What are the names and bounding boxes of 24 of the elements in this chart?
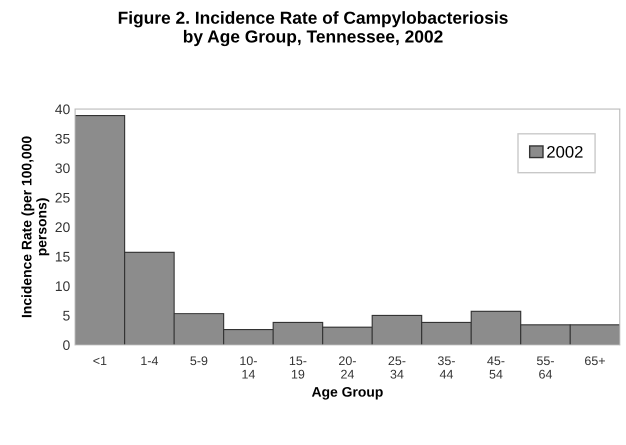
x-tick-label: 15- 19 [290,356,306,379]
y-tick-label: 5 [63,310,70,321]
x-tick-label: 65+ [585,356,605,366]
x-tick-label: <1 [93,356,106,366]
y-axis-title: Incidence Rate (per 100,000 persons) [21,136,50,318]
x-tick-label: 1-4 [141,356,158,366]
y-tick-label: 25 [56,192,70,203]
y-tick-label: 10 [56,281,70,292]
x-tick-label: 25- 34 [388,356,406,379]
y-tick-label: 40 [55,104,70,114]
chart-title: Figure 2. Incidence Rate of Campylobacteriosis by Age Group, Tennessee, 2002 [118,11,508,46]
y-tick-label: 0 [63,340,70,350]
x-tick-label: 35- 44 [438,356,455,379]
y-tick-label: 20 [56,222,70,232]
x-tick-label: 5-9 [190,356,208,366]
x-tick-label: 45- 54 [487,356,504,379]
legend-label: 2002 [547,146,583,158]
y-tick-label: 15 [56,252,70,262]
x-tick-label: 10- 14 [240,356,257,379]
y-tick-label: 35 [55,134,70,144]
y-tick-label: 30 [55,163,70,174]
x-tick-label: 20- 24 [339,356,356,379]
x-tick-label: 55- 64 [536,356,554,379]
x-axis-title: Age Group [312,386,383,400]
